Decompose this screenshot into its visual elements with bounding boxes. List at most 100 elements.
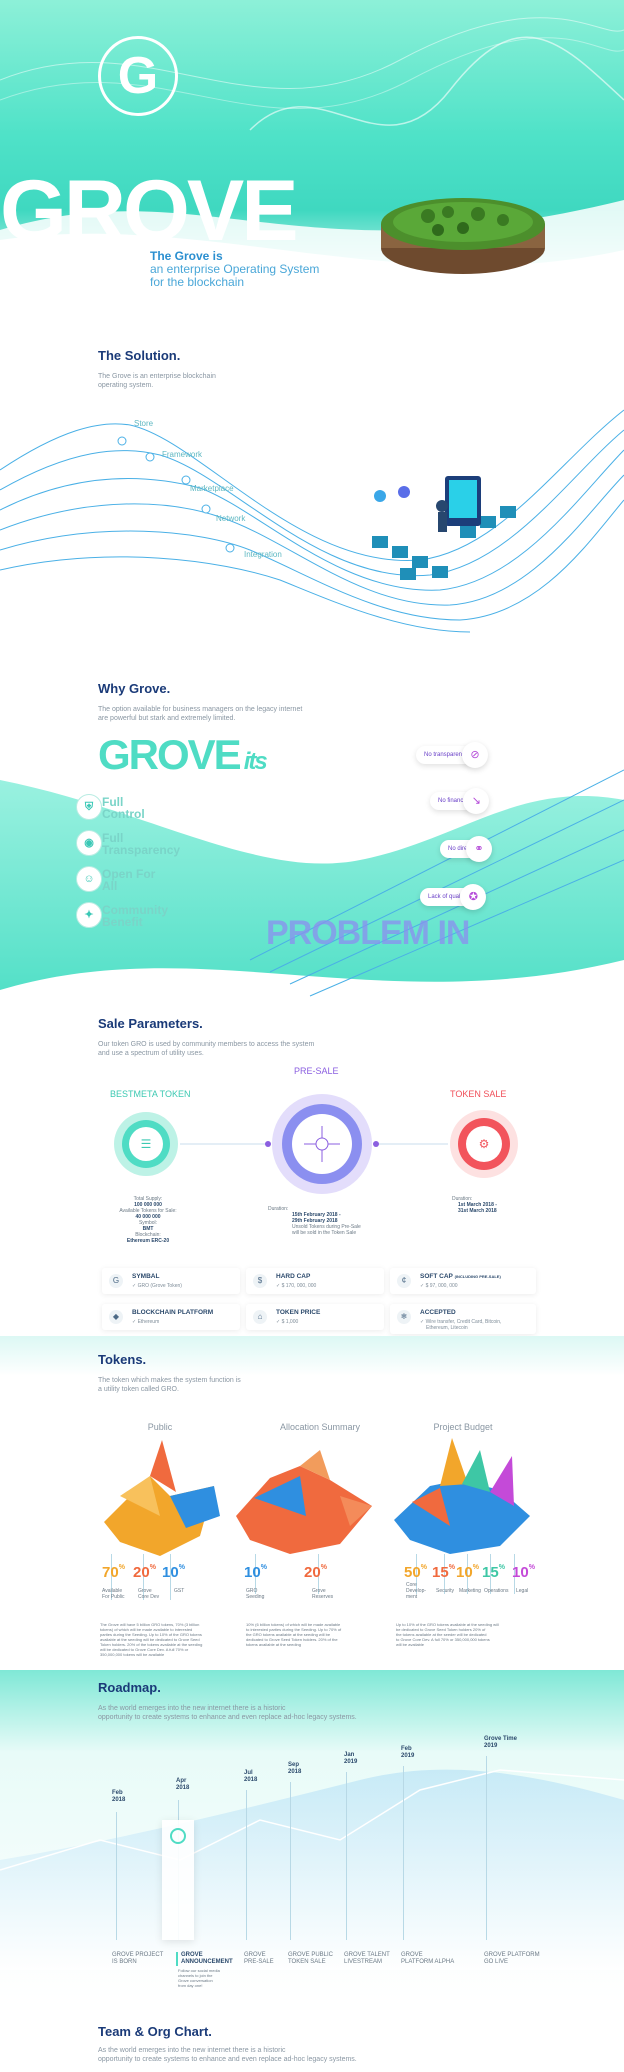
pct-value: 15 bbox=[432, 1564, 449, 1581]
date-month: Grove Time bbox=[484, 1736, 517, 1742]
solution-text: The Grove is an enterprise blockchain op… bbox=[98, 372, 216, 390]
pct-value: 10 bbox=[456, 1564, 473, 1581]
desc-line: be dedicated to Grove Seed Token holders… bbox=[396, 1627, 486, 1632]
alloc-pct-2: 20% bbox=[304, 1564, 327, 1581]
feature-label-1: Community bbox=[102, 903, 168, 917]
info-note: Unsold Tokens during Pre-Sale bbox=[292, 1224, 361, 1230]
pct-label: Security bbox=[436, 1588, 455, 1594]
stage-mid-info: Duration: 15th February 2018 - 29th Febr… bbox=[268, 1206, 378, 1236]
chart-title-budget: Project Budget bbox=[433, 1422, 493, 1432]
why-grove-text: GROVE bbox=[98, 731, 242, 778]
info-label: Available Tokens for Sale: bbox=[119, 1208, 177, 1214]
svg-text:☰: ☰ bbox=[141, 1137, 152, 1151]
info-note: will be sold in the Token Sale bbox=[292, 1230, 357, 1236]
info-label: Duration: bbox=[268, 1206, 289, 1212]
info-value: 40 000 000 bbox=[135, 1214, 161, 1220]
milestone-date-1: Feb 2018 bbox=[112, 1790, 125, 1804]
feature-label-1: Full bbox=[102, 831, 124, 845]
date-month: Jan bbox=[344, 1752, 355, 1758]
roadmap-text-line-2: opportunity to create systems to enhance… bbox=[98, 1714, 357, 1721]
roadmap-text: As the world emerges into the new intern… bbox=[98, 1704, 357, 1722]
pct-value: 10 bbox=[162, 1564, 179, 1581]
tokens-text-line-1: The token which makes the system functio… bbox=[98, 1377, 241, 1384]
feature-label-2: Benefit bbox=[102, 915, 143, 929]
tagline-line-2: for the blockchain bbox=[150, 275, 245, 289]
info-value: 31st March 2018 bbox=[458, 1208, 497, 1214]
roadmap-section-bg bbox=[0, 1670, 624, 2000]
hero-wordmark: GROVE bbox=[0, 163, 299, 259]
date-year: 2018 bbox=[176, 1785, 190, 1791]
milestone-label-5: GROVE TALENT LIVESTREAM bbox=[344, 1952, 390, 1966]
public-label-1: Available For Public bbox=[102, 1588, 132, 1600]
sale-text-line-2: and use a spectrum of utility uses. bbox=[98, 1050, 204, 1057]
hero-tagline: The Grove is an enterprise Operating Sys… bbox=[150, 250, 319, 289]
allocation-description: 10% (6 billion tokens) of which will be … bbox=[246, 1622, 366, 1647]
coin-hand-icon: ¢ bbox=[397, 1274, 411, 1288]
date-month: Feb bbox=[401, 1746, 412, 1752]
milestone-label-2: GROVE ANNOUNCEMENT bbox=[176, 1952, 233, 1966]
date-year: 2019 bbox=[401, 1753, 415, 1759]
pct-value: 15 bbox=[482, 1564, 499, 1581]
stage-left-info: Total Supply: 100 000 000 Available Token… bbox=[108, 1196, 188, 1244]
solution-text-line-2: operating system. bbox=[98, 382, 154, 389]
solution-item-network: Network bbox=[216, 514, 246, 523]
solution-title: The Solution. bbox=[98, 348, 181, 363]
label-line: GROVE bbox=[181, 1952, 203, 1958]
announcement-highlight-card[interactable] bbox=[162, 1820, 194, 1940]
problem-in-text: PROBLEM IN bbox=[266, 914, 470, 952]
milestone-label-1: GROVE PROJECT IS BORN bbox=[112, 1952, 163, 1966]
milestone-label-6: GROVE PLATFORM ALPHA bbox=[401, 1952, 454, 1966]
feature-open-for-all: ☺ Open For All bbox=[76, 866, 155, 892]
svg-text:⚙: ⚙ bbox=[479, 1137, 490, 1151]
feature-full-control: ⛨ Full Control bbox=[76, 794, 145, 821]
tokens-text: The token which makes the system functio… bbox=[98, 1376, 241, 1394]
card-title: HARD CAP bbox=[276, 1273, 311, 1280]
problem-pill-direct: No direct ⚭ bbox=[440, 836, 493, 862]
pct-label: For Public bbox=[102, 1594, 125, 1600]
card-title: SYMBAL bbox=[132, 1273, 160, 1280]
milestone-label-7: GROVE PLATFORM GO LIVE bbox=[484, 1952, 540, 1966]
public-description: The Grove will have 5 billion GRO tokens… bbox=[100, 1622, 220, 1657]
label-line: GROVE PLATFORM bbox=[484, 1952, 540, 1958]
solution-item-marketplace: Marketplace bbox=[190, 484, 234, 493]
desc-line: tokens) of which will be made available … bbox=[100, 1627, 193, 1632]
card-symbal: G SYMBAL ✓ GRO (Grove Token) bbox=[102, 1268, 240, 1294]
label-line: LIVESTREAM bbox=[344, 1959, 383, 1965]
coins-icon: $ bbox=[253, 1274, 267, 1288]
why-title: Why Grove. bbox=[98, 681, 171, 696]
milestone-date-4: Sep 2018 bbox=[288, 1762, 301, 1776]
pct-value: 70 bbox=[102, 1564, 119, 1581]
label-line: GROVE PROJECT bbox=[112, 1952, 164, 1958]
pct-label: GRO bbox=[246, 1588, 258, 1594]
desc-line: the GRO tokens available at the seeding … bbox=[246, 1632, 331, 1637]
feature-full-transparency: ◉ Full Transparency bbox=[76, 830, 180, 856]
feature-label-2: Control bbox=[102, 807, 145, 821]
problem-pill-quality: Lack of quality ✪ bbox=[420, 884, 487, 910]
why-text-line-2: are powerful but stark and extremely lim… bbox=[98, 715, 236, 722]
budget-label-1: Core Develop-ment bbox=[406, 1582, 432, 1600]
pct-value: 50 bbox=[404, 1564, 421, 1581]
milestone-date-6: Feb 2019 bbox=[401, 1746, 414, 1760]
handshake-icon: ⚭ bbox=[466, 836, 493, 862]
alloc-pct-1: 10% bbox=[244, 1564, 267, 1581]
problem-pill-financial: No financial ↘ bbox=[430, 788, 490, 814]
team-text: As the world emerges into the new intern… bbox=[98, 2046, 357, 2064]
pct-value: 10 bbox=[244, 1564, 261, 1581]
budget-pct-2: 15% bbox=[432, 1564, 455, 1581]
pct-label: Reserves bbox=[312, 1594, 334, 1600]
info-value: Ethereum ERC-20 bbox=[126, 1238, 170, 1244]
budget-description: Up to 10% of the GRO tokens available at… bbox=[396, 1622, 520, 1647]
solution-item-framework: Framework bbox=[162, 450, 203, 459]
desc-line: will be dedicated to Grove Core Dev. A f… bbox=[100, 1647, 189, 1652]
date-year: 2018 bbox=[112, 1797, 126, 1803]
info-value: BMT bbox=[142, 1226, 154, 1232]
solution-text-line-1: The Grove is an enterprise blockchain bbox=[98, 373, 216, 380]
team-title: Team & Org Chart. bbox=[98, 2024, 212, 2039]
logo-circle[interactable]: G bbox=[98, 36, 178, 116]
budget-pct-5: 10% bbox=[512, 1564, 535, 1581]
info-label: Blockchain: bbox=[135, 1232, 161, 1238]
roadmap-text-line-1: As the world emerges into the new intern… bbox=[98, 1705, 286, 1712]
pct-label: GST bbox=[174, 1588, 185, 1594]
forest-island-image bbox=[378, 184, 548, 284]
note-line: from day one! bbox=[178, 1983, 203, 1988]
